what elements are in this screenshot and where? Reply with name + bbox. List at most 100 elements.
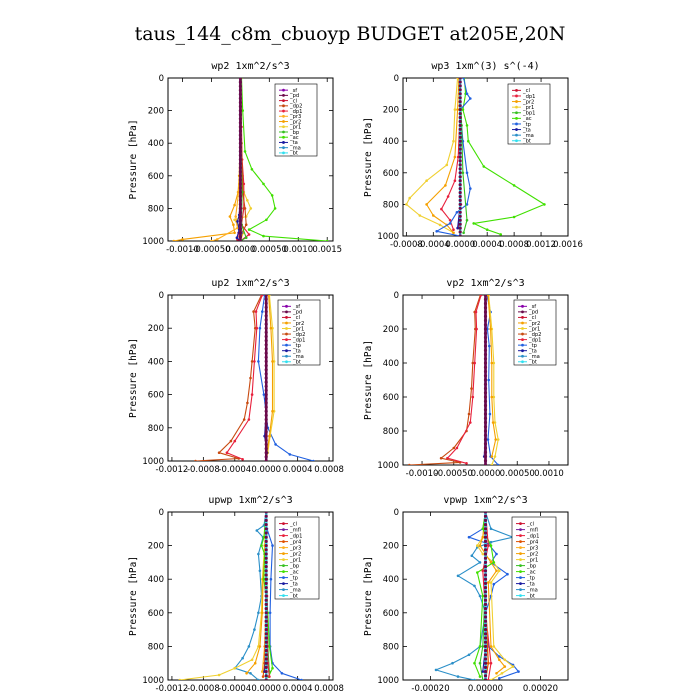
legend-label: _pr1 — [526, 557, 538, 563]
series-point-ac — [481, 594, 485, 598]
center-marker — [483, 598, 488, 602]
series-point-pr1 — [489, 678, 493, 680]
center-marker — [238, 88, 242, 92]
center-marker — [483, 544, 488, 548]
center-marker — [238, 104, 242, 109]
series-point-pr2 — [271, 409, 274, 413]
series-point-pr2 — [452, 231, 455, 235]
series-point-tp — [300, 678, 303, 680]
series-point-tp — [257, 360, 260, 363]
center-marker — [238, 78, 242, 80]
legend-label: _dp2 — [528, 332, 541, 338]
series-point-pr2 — [478, 544, 482, 547]
center-marker — [264, 569, 268, 573]
legend-swatch-marker — [521, 360, 524, 364]
series-point-ma — [257, 552, 260, 556]
series-point-dp1 — [242, 182, 246, 186]
y-tick-label: 200 — [383, 106, 399, 116]
legend-swatch-marker — [515, 105, 518, 109]
legend: _sf_pd_cl_dp2_dp1_pr3_pr2_pr1_bp_ac_ta_m… — [274, 83, 318, 157]
center-marker — [264, 594, 268, 598]
center-marker — [458, 112, 462, 116]
legend-label: _ac — [522, 116, 532, 122]
center-marker — [458, 104, 462, 108]
center-marker — [483, 374, 488, 378]
center-marker — [264, 322, 268, 326]
center-marker — [483, 340, 488, 344]
series-point-pr2 — [489, 645, 493, 648]
legend-swatch-marker — [285, 349, 288, 353]
legend-label: _ta — [522, 127, 531, 133]
series-point-pr2 — [268, 434, 271, 438]
legend-swatch-marker — [519, 540, 522, 543]
center-marker — [264, 678, 268, 680]
center-marker — [264, 523, 268, 527]
center-marker — [238, 231, 242, 235]
y-tick-label: 200 — [383, 542, 399, 552]
center-marker — [264, 305, 268, 309]
legend-swatch-marker — [521, 343, 524, 347]
y-tick-label: 600 — [148, 391, 164, 401]
series-point-ac — [478, 675, 482, 678]
y-tick-label: 1000 — [377, 676, 399, 686]
y-tick-label: 0 — [159, 74, 164, 84]
center-marker — [483, 512, 488, 514]
series-point-ac — [512, 184, 516, 187]
series-point-ma — [247, 645, 251, 648]
center-marker — [483, 674, 488, 678]
series-point-ma — [258, 569, 262, 573]
legend-swatch-marker — [521, 316, 524, 319]
legend-swatch-marker — [515, 111, 518, 115]
series-group — [434, 512, 520, 680]
series-point-bp — [244, 236, 248, 239]
center-marker — [458, 80, 462, 84]
center-marker — [458, 218, 462, 222]
center-marker — [458, 175, 462, 179]
panel-title: vp2 1xm^2/s^3 — [446, 278, 524, 289]
series-point-pr1 — [405, 203, 408, 206]
series-point-pr2 — [494, 438, 498, 441]
x-tick-label: -0.0004 — [218, 465, 251, 475]
center-marker — [238, 133, 242, 137]
center-marker — [458, 159, 462, 163]
series-group — [172, 78, 329, 241]
center-marker — [264, 628, 268, 632]
center-marker — [264, 560, 268, 565]
center-marker — [483, 369, 488, 374]
legend-swatch-marker — [519, 522, 522, 525]
series-point-pr2 — [181, 238, 184, 241]
center-marker — [264, 347, 268, 351]
series-point-pr1 — [492, 395, 496, 399]
center-marker — [483, 552, 488, 556]
series-point-dp1 — [474, 310, 478, 314]
series-point-bp1 — [461, 171, 465, 175]
series-point-pr3 — [261, 670, 264, 673]
legend: _sf_pd_cl_pr2_pr1_dp2_dp1_tp_ta_ma_bt — [277, 299, 321, 366]
center-marker — [238, 186, 242, 190]
legend-swatch-marker — [519, 552, 522, 555]
legend-swatch-marker — [282, 125, 285, 129]
legend-swatch-marker — [285, 338, 288, 341]
y-tick-label: 600 — [148, 172, 164, 182]
series-point-bp — [481, 678, 485, 680]
legend-label: _pr1 — [289, 557, 301, 563]
center-marker — [458, 191, 462, 195]
center-marker — [483, 594, 488, 598]
center-marker — [238, 157, 242, 162]
series-point-dp1 — [453, 179, 457, 182]
x-tick-label: 0.0016 — [553, 240, 583, 250]
center-marker — [458, 234, 462, 236]
series-point-dp1 — [446, 195, 450, 198]
series-point-ta — [456, 226, 459, 230]
legend-label: _ac — [289, 135, 299, 141]
x-tick-label: 0.0004 — [472, 240, 502, 250]
center-marker — [483, 602, 488, 607]
series-point-ma — [478, 561, 482, 564]
center-marker — [458, 171, 462, 175]
series-point-ma — [473, 678, 476, 680]
legend-swatch-marker — [285, 327, 288, 330]
series-point-bp1 — [462, 231, 465, 235]
center-marker — [483, 539, 488, 544]
legend-label: _pr3 — [289, 114, 301, 120]
center-marker — [483, 306, 488, 310]
